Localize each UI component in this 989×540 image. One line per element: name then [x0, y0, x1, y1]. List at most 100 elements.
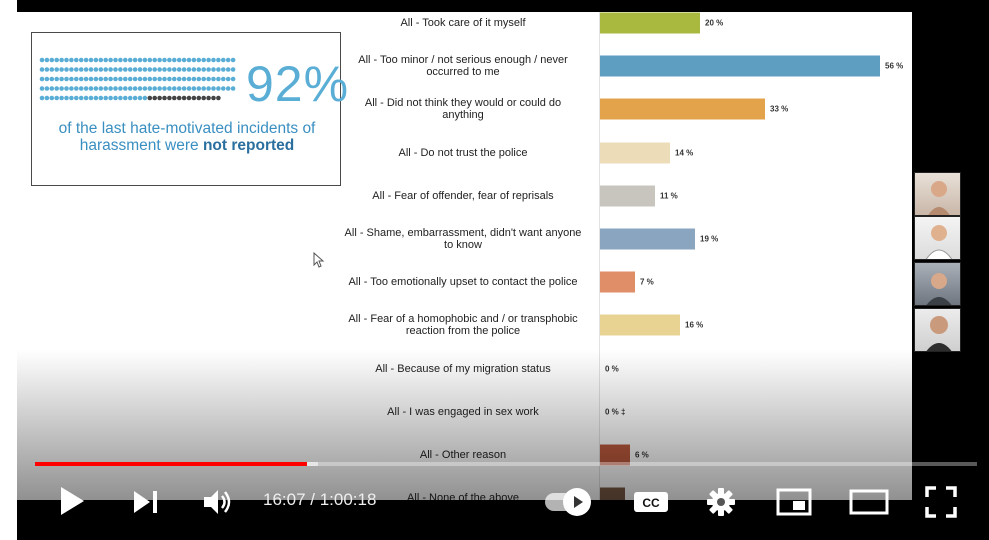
- dot: [54, 76, 59, 82]
- cc-icon[interactable]: CC: [633, 489, 669, 515]
- dot: [103, 76, 108, 82]
- chart-value-label: 0 %: [605, 364, 619, 374]
- dot: [230, 86, 236, 91]
- dot: [113, 86, 118, 91]
- webcam-thumbnail-2[interactable]: [914, 216, 961, 260]
- dot: [132, 57, 138, 63]
- dot: [181, 86, 187, 91]
- dot: [83, 86, 89, 91]
- dot: [216, 57, 221, 63]
- dot: [216, 86, 221, 91]
- dot: [142, 86, 148, 91]
- dot: [83, 57, 89, 63]
- dot: [167, 95, 172, 101]
- chart-category-label: All - Do not trust the police: [398, 146, 528, 159]
- participant-icon: [928, 181, 950, 215]
- dot: [167, 57, 172, 63]
- dot: [201, 67, 206, 72]
- dot: [162, 57, 167, 63]
- chart-bar: [600, 271, 635, 293]
- chart-value-label: 0 % ‡: [605, 407, 626, 417]
- dot: [39, 67, 45, 72]
- play-icon[interactable]: [59, 486, 85, 516]
- dot: [88, 95, 94, 101]
- dot: [191, 76, 197, 82]
- dot: [44, 57, 50, 63]
- dot: [103, 95, 108, 101]
- dot: [221, 67, 226, 72]
- video-player[interactable]: 92% of the last hate-motivated incidents…: [17, 0, 989, 540]
- dot: [44, 67, 50, 72]
- dot: [113, 67, 118, 72]
- dot: [64, 67, 69, 72]
- dot: [147, 67, 153, 72]
- dot: [206, 67, 211, 72]
- fullscreen-icon[interactable]: [925, 486, 957, 518]
- dot: [93, 86, 99, 91]
- dot: [83, 76, 89, 82]
- dot: [74, 76, 79, 82]
- chart-zero-line: [599, 12, 600, 500]
- next-icon[interactable]: [133, 490, 159, 514]
- dot: [98, 76, 104, 82]
- dot: [98, 67, 104, 72]
- gear-icon[interactable]: [706, 487, 736, 517]
- webcam-thumbnail-3[interactable]: [914, 262, 961, 306]
- dot: [211, 76, 216, 82]
- dot: [186, 86, 192, 91]
- chart-category-label: All - Took care of it myself: [400, 17, 526, 29]
- dot: [230, 76, 236, 82]
- volume-icon[interactable]: [203, 489, 233, 515]
- dot: [88, 67, 94, 72]
- stat-caption-lead: of the last hate-motivated incidents of …: [58, 120, 316, 154]
- theater-icon[interactable]: [849, 489, 889, 515]
- dot: [49, 57, 55, 63]
- dot: [74, 57, 79, 63]
- dot: [216, 76, 221, 82]
- dot: [118, 76, 123, 82]
- dot: [118, 86, 123, 91]
- chart-value-label: 19 %: [700, 234, 719, 244]
- miniplayer-icon[interactable]: [776, 488, 812, 516]
- dot: [172, 86, 177, 91]
- dot: [157, 95, 162, 101]
- webcam-thumbnail-4[interactable]: [914, 308, 961, 352]
- dot: [69, 76, 74, 82]
- dot: [225, 67, 231, 72]
- dot: [181, 57, 187, 63]
- dot-grid-graphic: [39, 57, 236, 101]
- progress-bar[interactable]: [35, 462, 977, 466]
- dot: [64, 57, 69, 63]
- dot: [108, 76, 113, 82]
- dot: [157, 67, 162, 72]
- dot: [83, 67, 89, 72]
- dot: [69, 57, 74, 63]
- dot: [69, 67, 74, 72]
- dot: [176, 67, 182, 72]
- webcam-thumbnail-1[interactable]: [914, 172, 961, 216]
- cc-label: CC: [642, 496, 660, 510]
- chart-category-label: All - Other reason: [419, 449, 507, 461]
- dot: [191, 86, 197, 91]
- autoplay-knob[interactable]: [563, 488, 591, 516]
- stat-caption: of the last hate-motivated incidents of …: [32, 120, 342, 154]
- dot: [64, 95, 69, 101]
- dot: [162, 95, 167, 101]
- dot: [98, 57, 104, 63]
- dot: [118, 57, 123, 63]
- dot: [54, 86, 59, 91]
- participant-icon: [925, 225, 953, 259]
- dot: [142, 57, 148, 63]
- dot: [74, 67, 79, 72]
- dot: [118, 95, 123, 101]
- chart-category-label: All - Too minor / not serious enough / n…: [358, 54, 568, 79]
- dot: [88, 86, 94, 91]
- dot: [39, 57, 45, 63]
- dot: [186, 67, 192, 72]
- chart-category-label: All - Shame, embarrassment, didn't want …: [344, 227, 582, 251]
- dot: [59, 67, 64, 72]
- dot: [152, 95, 157, 101]
- dot: [191, 67, 197, 72]
- dot: [74, 95, 79, 101]
- dot: [59, 95, 64, 101]
